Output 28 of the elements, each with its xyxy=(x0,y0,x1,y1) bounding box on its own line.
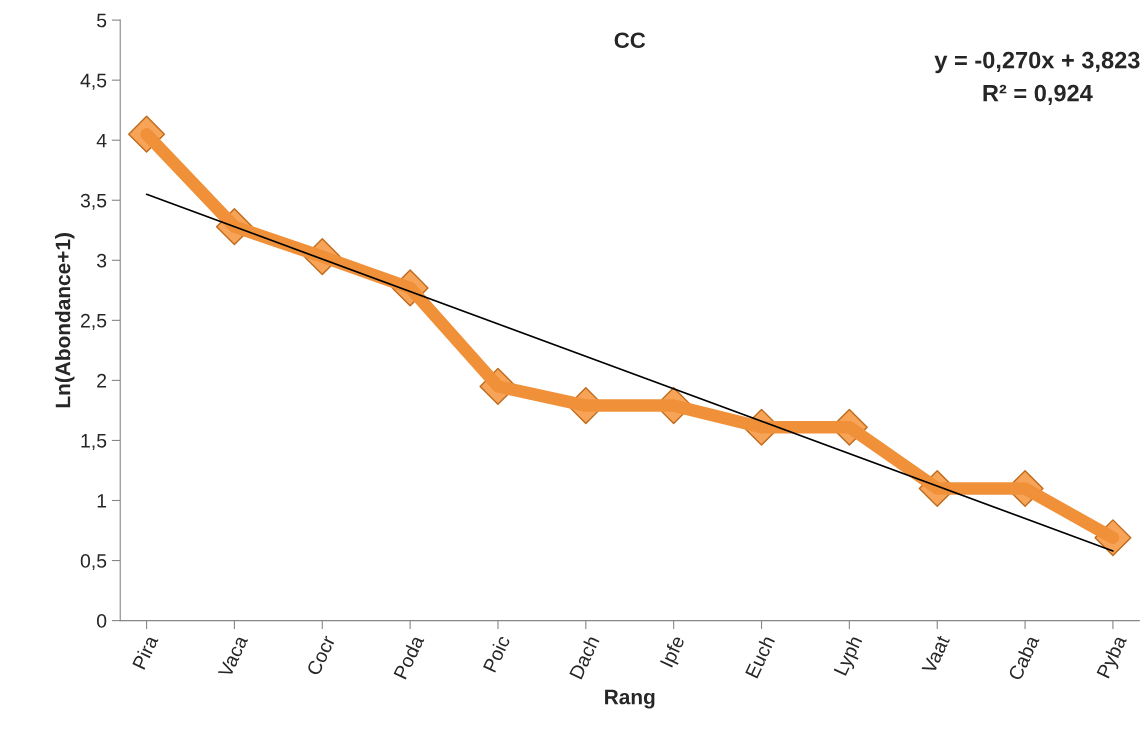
x-axis-title: Rang xyxy=(605,689,655,709)
y-axis-title: Ln(Abondance+1) xyxy=(55,233,75,408)
x-tick-label: Euch xyxy=(744,634,776,679)
y-tick-label: 1,5 xyxy=(81,434,107,450)
y-tick-label: 5 xyxy=(97,13,107,28)
x-tick-label: Poda xyxy=(392,633,425,680)
y-tick-label: 0 xyxy=(96,614,107,628)
x-tick-label: Pyba xyxy=(1096,633,1131,681)
x-tick-label: Poic xyxy=(482,634,511,673)
x-tick-label: Vaca xyxy=(217,634,249,679)
chart-title: CC xyxy=(614,32,646,49)
y-tick-label: 3 xyxy=(96,253,107,268)
x-tick-label: Cocr xyxy=(306,634,336,677)
y-tick-label: 4 xyxy=(96,133,107,148)
y-tick-label: 0,5 xyxy=(80,554,107,571)
x-tick-label: Ipfe xyxy=(659,634,689,670)
x-tick-label: Caba xyxy=(1007,633,1040,682)
y-tick-label: 2 xyxy=(97,373,107,388)
y-tick-label: 1 xyxy=(97,494,107,508)
x-tick-label: Vaat xyxy=(921,634,951,675)
x-tick-label: Pira xyxy=(131,633,159,670)
x-tick-label: Lyph xyxy=(833,634,866,678)
x-tick-label: Dach xyxy=(568,634,600,680)
y-tick-label: 4,5 xyxy=(80,73,107,90)
y-tick-label: 2,5 xyxy=(80,313,107,330)
annotation: y = -0,270x + 3,823 xyxy=(934,51,1140,74)
y-tick-label: 3,5 xyxy=(80,193,107,210)
annotation: R² = 0,924 xyxy=(983,84,1093,105)
